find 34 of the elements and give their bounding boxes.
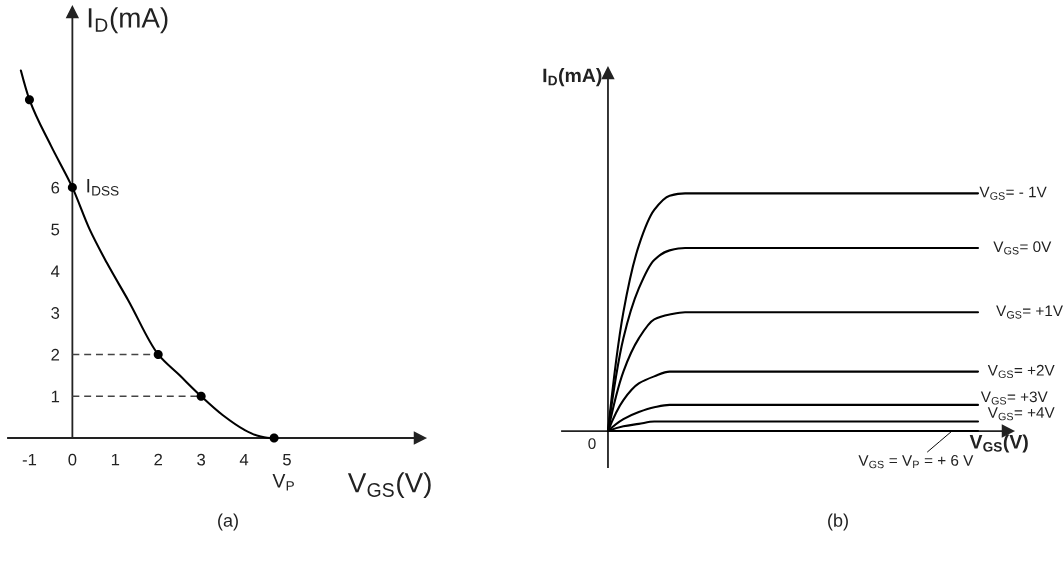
y-tick-label: 5	[51, 223, 60, 236]
x-tick-label: 4	[239, 453, 249, 466]
series-label: V$_{GS}$= 0V	[993, 241, 1052, 255]
point	[196, 391, 206, 401]
series-label: V$_{GS}$= +2V	[987, 364, 1055, 379]
y-axis-title: I$_{D}$(mA)	[543, 68, 602, 87]
x-tick-label: 0	[68, 453, 77, 466]
point	[24, 95, 34, 105]
legend-label: V$_{GS}$ = V$_{P}$ = + 6 V	[858, 455, 974, 469]
point	[269, 433, 279, 443]
annotation: V$_{P}$	[272, 474, 294, 491]
text: 0	[588, 438, 596, 450]
text: (b)	[828, 513, 848, 531]
x-axis-title: V$_{GS}$(V)	[969, 434, 1028, 453]
y-tick-label: 1	[51, 390, 60, 403]
series-label: V$_{GS}$= +4V	[987, 407, 1055, 421]
point	[153, 349, 163, 359]
x-tick-label: 2	[154, 453, 163, 466]
x-tick-label: 3	[197, 453, 206, 466]
y-tick-label: 2	[51, 348, 60, 361]
series-label: V$_{GS}$= +1V	[996, 305, 1063, 319]
series-label: V$_{GS}$= - 1V	[979, 186, 1047, 200]
y-tick-label: 4	[50, 265, 60, 277]
series-label: V$_{GS}$= +3V	[980, 391, 1048, 405]
x-axis-title: V$_{GS}$(V)	[347, 472, 431, 499]
x-tick-label: 5	[282, 453, 291, 466]
point	[67, 182, 77, 192]
x-tick-label: -1	[22, 453, 37, 466]
y-tick-label: 3	[51, 307, 60, 319]
x-tick-label: 1	[111, 453, 120, 466]
y-axis-title: I$_{D}$(mA)	[88, 7, 168, 34]
annotation: I$_{DSS}$	[87, 179, 119, 196]
y-tick-label: 6	[51, 181, 60, 194]
text: (a)	[218, 513, 238, 531]
